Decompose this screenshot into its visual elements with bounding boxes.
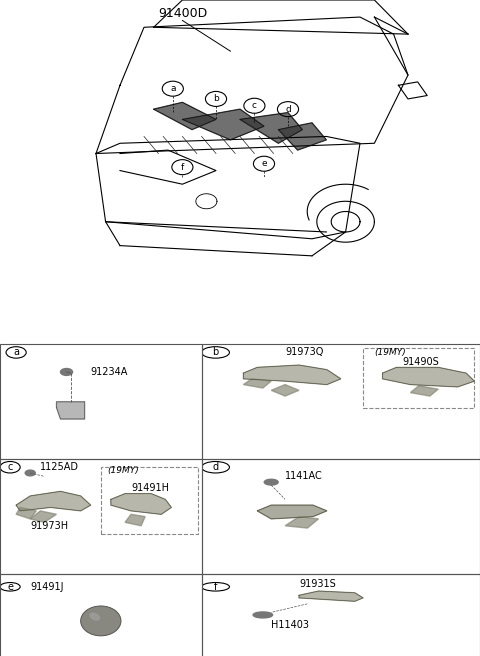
Text: f: f — [181, 163, 184, 172]
Text: 91491H: 91491H — [131, 483, 169, 493]
Text: a: a — [13, 348, 19, 358]
Text: f: f — [214, 582, 217, 592]
Text: a: a — [170, 84, 176, 93]
Text: e: e — [261, 159, 267, 168]
Polygon shape — [16, 491, 91, 511]
Text: 91973H: 91973H — [30, 521, 68, 531]
Polygon shape — [243, 365, 341, 384]
Text: 91973Q: 91973Q — [285, 348, 324, 358]
Text: d: d — [213, 462, 218, 472]
Polygon shape — [271, 384, 299, 396]
Polygon shape — [16, 508, 36, 519]
Text: 1141AC: 1141AC — [285, 472, 323, 482]
Ellipse shape — [81, 606, 121, 636]
Text: H11403: H11403 — [271, 620, 309, 630]
Text: 91491J: 91491J — [30, 582, 64, 592]
Polygon shape — [383, 367, 474, 387]
Polygon shape — [111, 493, 171, 514]
Text: e: e — [7, 582, 13, 592]
Text: (19MY): (19MY) — [107, 466, 139, 475]
Text: c: c — [252, 101, 257, 110]
Polygon shape — [182, 109, 264, 140]
Text: 1125AD: 1125AD — [40, 462, 79, 472]
Text: b: b — [212, 348, 219, 358]
Polygon shape — [240, 113, 302, 143]
Text: b: b — [213, 94, 219, 104]
Polygon shape — [154, 102, 216, 130]
Text: d: d — [285, 105, 291, 113]
Text: (19MY): (19MY) — [374, 348, 406, 357]
Polygon shape — [285, 517, 319, 528]
Polygon shape — [299, 591, 363, 602]
Polygon shape — [243, 379, 271, 388]
Text: 91931S: 91931S — [299, 579, 336, 589]
Ellipse shape — [89, 613, 100, 621]
Text: 91400D: 91400D — [158, 7, 207, 20]
Polygon shape — [30, 511, 57, 522]
Text: 91234A: 91234A — [91, 367, 128, 377]
Polygon shape — [125, 514, 145, 526]
Polygon shape — [57, 401, 84, 419]
Polygon shape — [278, 123, 326, 150]
Polygon shape — [257, 505, 327, 519]
Circle shape — [264, 480, 278, 485]
Polygon shape — [410, 386, 438, 396]
Circle shape — [253, 612, 273, 618]
Circle shape — [25, 470, 36, 476]
Circle shape — [60, 369, 72, 375]
Text: c: c — [7, 462, 13, 472]
Text: 91490S: 91490S — [402, 357, 439, 367]
